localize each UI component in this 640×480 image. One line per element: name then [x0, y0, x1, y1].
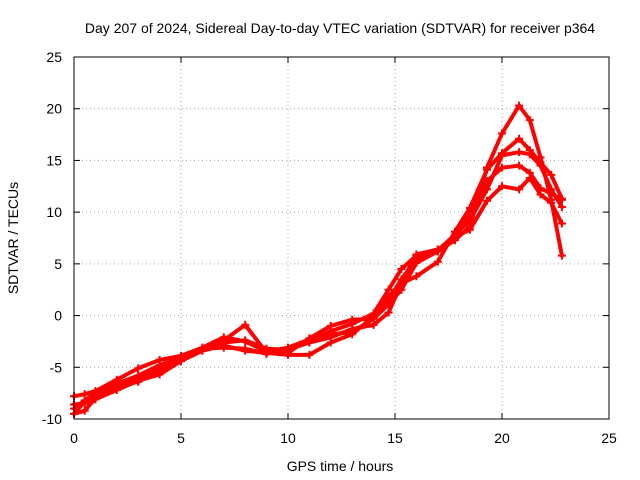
data-point-arc-5 [384, 292, 393, 301]
data-point-arc-5 [284, 350, 292, 359]
data-point-arc-4 [397, 285, 406, 294]
data-point-arc-4 [305, 334, 314, 343]
tick-layer: 0 5 10 15 20 25 -10 -5 0 5 10 15 20 25 [42, 49, 617, 446]
data-point-arc-5 [177, 357, 185, 366]
data-point-arc-5 [305, 350, 314, 359]
data-point-arc-2 [134, 364, 143, 373]
data-point-arc-4 [326, 321, 335, 330]
data-point-arc-5 [498, 129, 506, 138]
data-point-arc-4 [483, 196, 492, 205]
data-point-arc-5 [369, 312, 378, 321]
data-point-arc-5 [557, 251, 566, 260]
data-point-arc-5 [412, 250, 421, 259]
data-point-arc-5 [348, 330, 357, 339]
data-point-arc-3 [465, 204, 474, 213]
y-tick-label: -5 [50, 359, 63, 375]
y-tick-label: 0 [54, 308, 62, 324]
data-point-arc-3 [412, 272, 421, 281]
data-point-arc-4 [241, 320, 250, 329]
data-point-arc-5 [112, 386, 121, 395]
data-point-arc-5 [536, 153, 545, 162]
y-axis-title: SDTVAR / TECUs [5, 182, 21, 294]
data-point-arc-5 [155, 370, 164, 379]
data-point-arc-1 [384, 285, 393, 294]
data-point-arc-4 [155, 362, 164, 371]
x-tick-label: 15 [387, 430, 403, 446]
data-point-arc-4 [384, 300, 393, 309]
data-point-arc-5 [515, 101, 524, 110]
y-tick-label: 5 [54, 256, 62, 272]
data-point-arc-5 [465, 222, 474, 231]
x-tick-label: 25 [601, 430, 617, 446]
data-point-arc-3 [547, 170, 556, 179]
data-point-arc-3 [498, 149, 506, 158]
x-axis-title: GPS time / hours [287, 458, 394, 474]
data-point-arc-4 [348, 315, 357, 324]
data-point-arc-3 [384, 308, 393, 317]
data-point-arc-5 [134, 376, 143, 385]
data-point-arc-5 [198, 346, 207, 355]
chart-title: Day 207 of 2024, Sidereal Day-to-day VTE… [85, 20, 595, 36]
data-point-arc-5 [241, 346, 250, 355]
data-point-arc-5 [483, 163, 492, 172]
data-point-arc-4 [525, 174, 534, 183]
data-point-arc-5 [91, 395, 100, 404]
data-point-arc-4 [515, 185, 524, 194]
data-point-arc-4 [498, 182, 506, 191]
data-point-arc-4 [557, 219, 566, 228]
data-point-arc-2 [515, 148, 524, 157]
data-point-arc-5 [547, 195, 556, 204]
data-point-arc-5 [525, 116, 534, 125]
plot-frame [73, 56, 610, 420]
data-point-arc-2 [241, 337, 250, 346]
data-point-arc-2 [557, 202, 566, 211]
data-point-arc-3 [557, 194, 566, 203]
y-tick-label: -10 [42, 411, 62, 427]
data-point-arc-1 [515, 161, 524, 170]
data-point-arc-5 [326, 338, 335, 347]
x-tick-label: 20 [494, 430, 510, 446]
data-point-arc-1 [397, 265, 406, 274]
data-point-arc-4 [536, 190, 545, 199]
data-point-arc-5 [80, 397, 89, 406]
x-tick-label: 10 [280, 430, 296, 446]
data-point-arc-2 [483, 185, 492, 194]
x-tick-label: 0 [70, 430, 78, 446]
data-point-arc-3 [515, 134, 524, 143]
series-layer [70, 101, 566, 418]
y-tick-label: 15 [46, 152, 62, 168]
data-point-arc-5 [397, 278, 406, 287]
data-point-arc-5 [450, 236, 459, 245]
data-point-arc-5 [433, 245, 442, 254]
grid-layer [74, 57, 609, 419]
data-point-arc-4 [80, 406, 89, 415]
x-tick-label: 5 [177, 430, 185, 446]
y-tick-label: 20 [46, 101, 62, 117]
data-point-arc-2 [80, 390, 89, 399]
y-tick-label: 25 [46, 49, 62, 65]
data-point-arc-3 [433, 257, 442, 266]
data-point-arc-5 [262, 348, 271, 357]
data-point-arc-5 [219, 341, 228, 350]
data-point-arc-1 [498, 163, 506, 172]
y-tick-label: 10 [46, 204, 62, 220]
data-point-arc-3 [525, 146, 534, 155]
